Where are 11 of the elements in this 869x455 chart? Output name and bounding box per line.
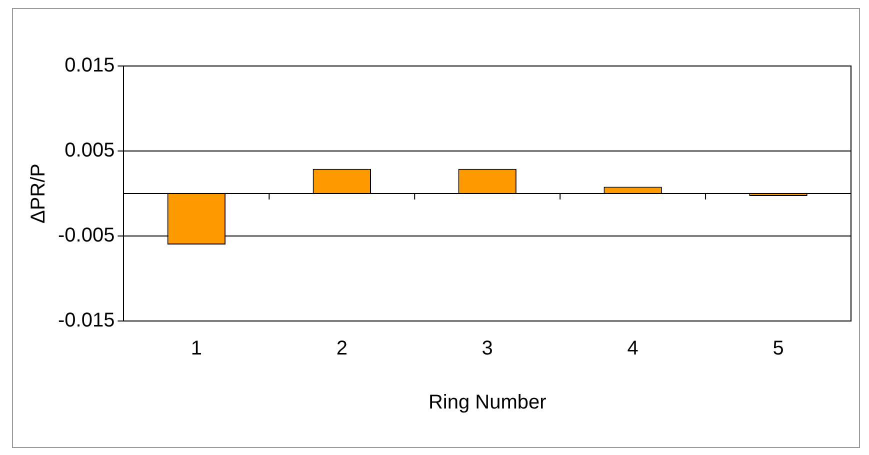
y-tick-label: 0.015 [64,54,115,77]
x-axis-title: Ring Number [428,392,547,414]
x-tick-label: 1 [190,338,202,360]
x-tick-label: 2 [336,338,348,360]
x-tick-label: 5 [772,338,784,360]
y-axis-title: ΔPR/P [28,163,50,224]
y-tick-label: -0.005 [58,224,115,247]
x-tick-label: 4 [627,338,638,360]
x-tick-label: 3 [482,338,493,360]
y-tick-label: -0.015 [58,310,115,332]
y-tick-label: 0.005 [64,140,115,162]
